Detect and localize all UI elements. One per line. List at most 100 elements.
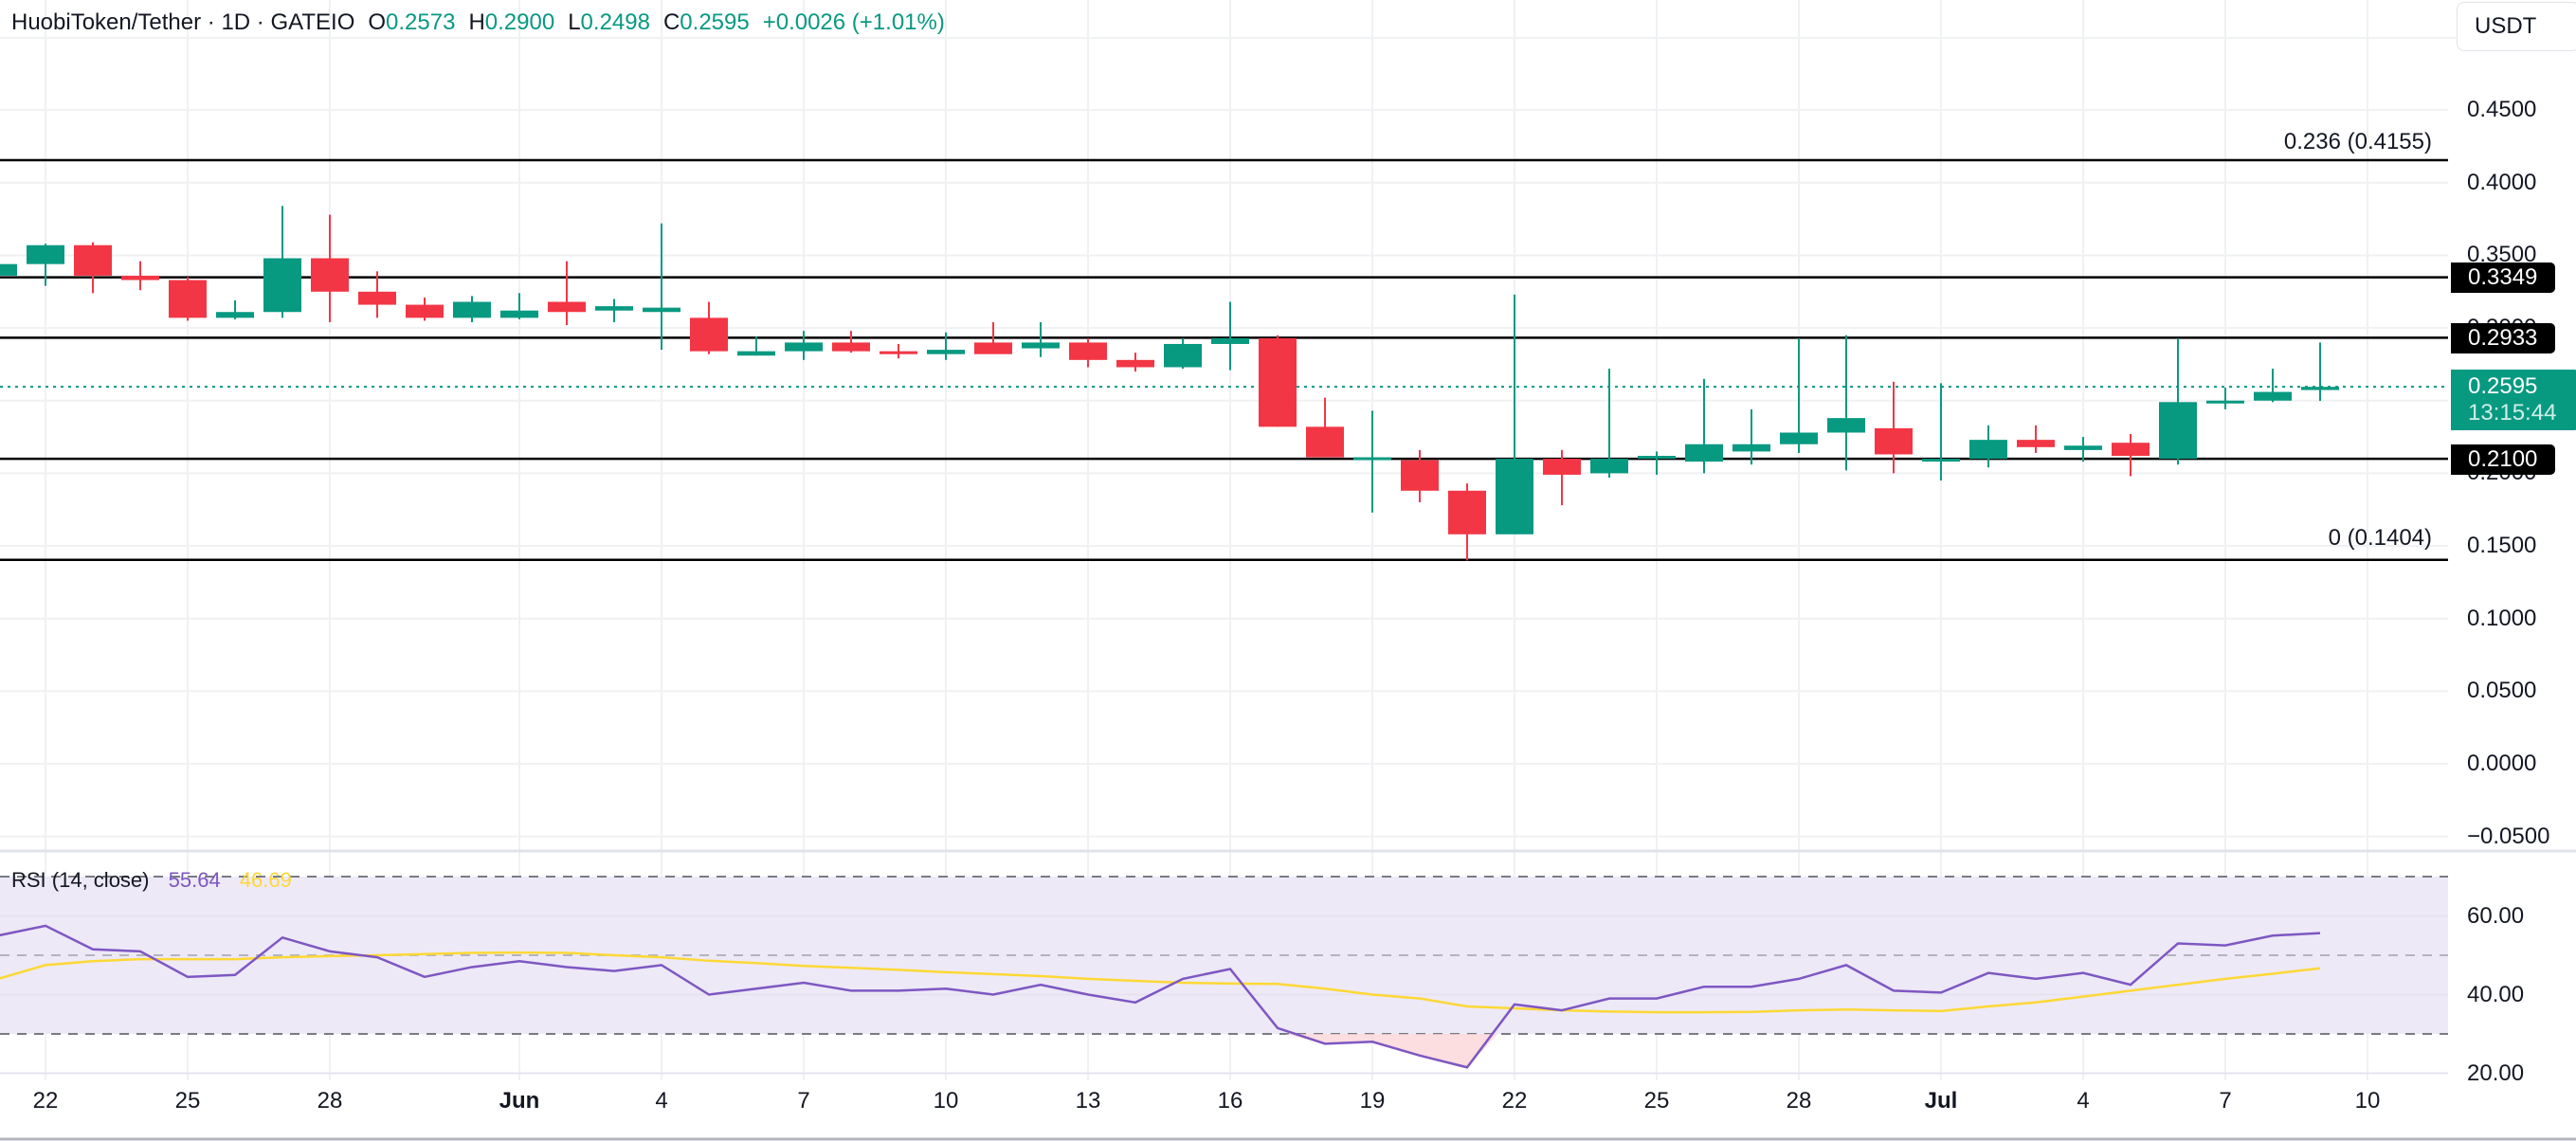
candle-body (927, 350, 965, 354)
rsi-legend: RSI (14, close) 55.64 46.69 (11, 868, 292, 893)
time-axis-label: 25 (174, 1088, 201, 1114)
candle-body (1448, 490, 1486, 534)
rsi-title: RSI (14, close) (11, 868, 150, 892)
fib-level-label-bottom: 0 (0.1404) (2328, 525, 2432, 551)
level-tag-0-3349: 0.3349 (2451, 263, 2555, 293)
rsi-line (0, 924, 2321, 1069)
time-axis-label: 4 (655, 1088, 668, 1114)
time-axis-label: 25 (1643, 1088, 1670, 1114)
candle-body (2159, 402, 2197, 460)
price-axis-tick: −0.0500 (2467, 823, 2550, 849)
candle-body (1164, 343, 1202, 368)
time-axis-label: 4 (2077, 1088, 2090, 1114)
candle-body (1590, 459, 1628, 474)
time-axis-label: 13 (1075, 1088, 1101, 1114)
price-axis-tick: 0.0500 (2467, 678, 2537, 704)
candle-body (690, 317, 728, 352)
candle-body (1685, 444, 1723, 462)
candle-body (500, 310, 538, 318)
rsi-axis-tick: 60.00 (2467, 902, 2525, 929)
high-value: 0.2900 (484, 9, 555, 35)
candle-body (0, 263, 17, 276)
fib-level-label-top: 0.236 (0.4155) (2283, 129, 2432, 154)
low-value: 0.2498 (580, 9, 650, 35)
currency-button[interactable]: USDT (2457, 2, 2576, 51)
rsi-ma-line (0, 951, 2321, 1014)
candle-body (1401, 460, 1439, 491)
candle-body (880, 351, 917, 354)
candle-body (832, 342, 870, 352)
rsi-oversold-fill (1285, 1034, 1497, 1068)
candle-body (1211, 337, 1249, 344)
candle-body (1780, 432, 1818, 444)
candle-body (406, 304, 444, 318)
candle-body (1638, 456, 1676, 460)
candle-body (311, 258, 349, 292)
candle-body (1353, 457, 1391, 461)
candle-body (2112, 443, 2150, 457)
time-axis-label: 10 (933, 1088, 959, 1114)
candle-body (2301, 387, 2339, 390)
last-price-tag: 0.2595 13:15:44 (2451, 370, 2576, 430)
time-axis-label: Jul (1924, 1088, 1958, 1114)
candle-body (785, 342, 823, 352)
symbol-legend: HuobiToken/Tether · 1D · GATEIO O 0.2573 … (11, 9, 945, 36)
time-axis-label: 10 (2354, 1088, 2381, 1114)
candle-body (974, 342, 1012, 354)
level-tag-0-2933: 0.2933 (2451, 323, 2555, 353)
candle-body (169, 280, 207, 318)
candle-body (27, 244, 64, 264)
time-axis-label: 22 (32, 1088, 59, 1114)
candle-body (2064, 445, 2102, 450)
close-value: 0.2595 (680, 9, 750, 35)
time-axis-label: Jun (499, 1088, 540, 1114)
time-axis-label: 16 (1217, 1088, 1243, 1114)
rsi-axis-tick: 20.00 (2467, 1060, 2525, 1086)
candle-body (74, 244, 112, 276)
price-axis-tick: 0.4000 (2467, 169, 2537, 195)
low-label: L (568, 9, 581, 35)
candle-body (1969, 440, 2007, 460)
candle-body (643, 307, 680, 313)
price-axis-tick: 0.1500 (2467, 533, 2537, 559)
candle-body (453, 301, 491, 318)
candle-body (1875, 427, 1913, 455)
candle-body (2206, 400, 2244, 404)
candle-body (216, 312, 254, 318)
time-axis-label: 19 (1359, 1088, 1386, 1114)
close-label: C (662, 9, 680, 35)
level-tag-0-2100: 0.2100 (2451, 444, 2555, 475)
high-label: H (468, 9, 485, 35)
candle-body (358, 291, 396, 305)
open-label: O (368, 9, 387, 35)
bar-countdown: 13:15:44 (2468, 400, 2557, 426)
candle-body (1496, 459, 1533, 534)
rsi-axis-tick: 40.00 (2467, 981, 2525, 1007)
candle-body (1827, 418, 1865, 433)
candle-body (1069, 342, 1107, 360)
candle-body (1022, 342, 1060, 349)
price-axis-tick: 0.4500 (2467, 97, 2537, 123)
open-value: 0.2573 (386, 9, 456, 35)
rsi-ma-value: 46.69 (239, 868, 292, 892)
time-axis-label: 22 (1501, 1088, 1528, 1114)
candle-body (548, 301, 586, 313)
candle-body (1922, 459, 1960, 462)
candle-body (263, 258, 301, 313)
candle-body (2254, 391, 2292, 401)
rsi-value: 55.64 (168, 868, 221, 892)
candle-body (737, 351, 775, 356)
candle-body (1259, 337, 1297, 427)
candle-body (1543, 459, 1581, 475)
price-axis-tick: 0.0000 (2467, 751, 2537, 776)
last-price-value: 0.2595 (2468, 373, 2538, 399)
candle-body (121, 275, 159, 281)
price-axis-tick: 0.1000 (2467, 605, 2537, 631)
symbol-title: HuobiToken/Tether · 1D · GATEIO (11, 9, 355, 35)
candle-body (1116, 359, 1154, 368)
candle-body (595, 306, 633, 311)
time-axis-label: 28 (317, 1088, 343, 1114)
change-value: +0.0026 (+1.01%) (762, 9, 945, 35)
time-axis-label: 7 (797, 1088, 810, 1114)
